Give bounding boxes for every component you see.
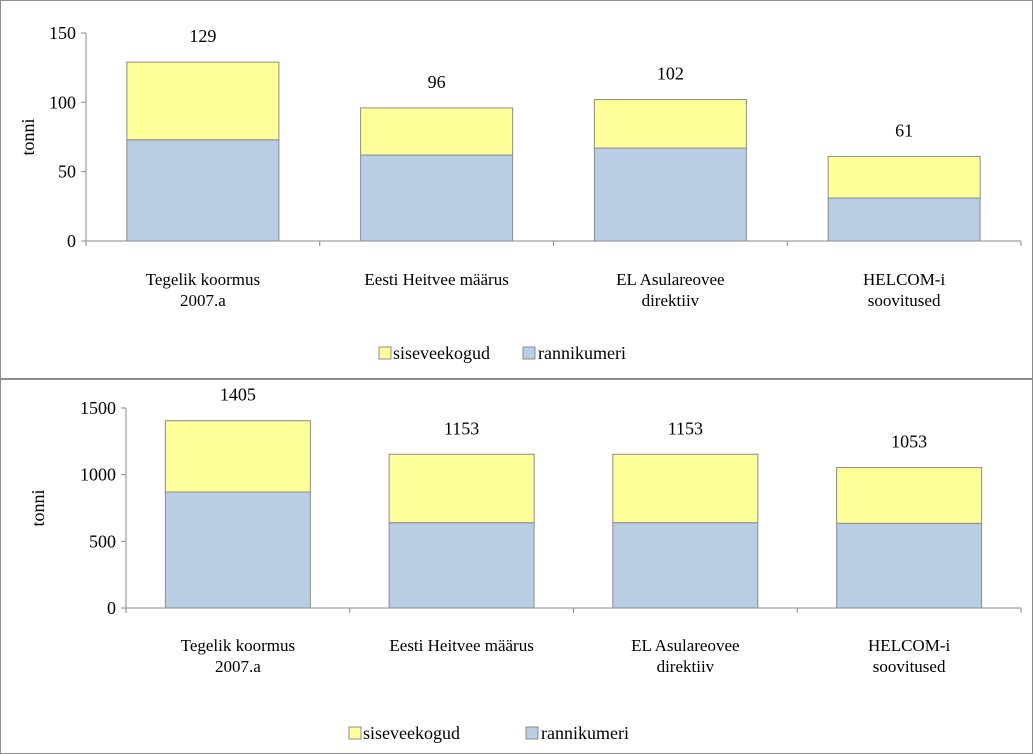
bar-segment — [827, 197, 981, 242]
legend-label: rannikumeri — [538, 343, 626, 363]
bar-segment — [126, 61, 280, 141]
bar-segment — [164, 420, 311, 493]
legend-label: siseveekogud — [393, 343, 490, 363]
legend-label: siseveekogud — [363, 723, 460, 743]
y-tick-label: 0 — [67, 231, 76, 251]
y-tick-label: 50 — [58, 162, 76, 182]
x-tick-label: HELCOM-i soovitused — [863, 270, 946, 310]
bar-segment — [612, 453, 759, 524]
bar-segment — [126, 139, 280, 242]
y-tick-label: 100 — [49, 92, 76, 112]
bar-segment — [836, 522, 983, 609]
x-tick-label: Tegelik koormus 2007.a — [145, 270, 261, 310]
legend-swatch — [378, 346, 392, 360]
x-tick-label: EL Asulareovee direktiiv — [616, 270, 725, 310]
x-tick-label: Tegelik koormus 2007.a — [180, 636, 296, 676]
total-label: 1153 — [444, 418, 479, 438]
bar-segment — [593, 99, 747, 149]
total-label: 1405 — [220, 385, 256, 405]
bar-segment — [360, 154, 514, 242]
bar-segment — [360, 107, 514, 156]
y-axis-label: tonni — [18, 118, 38, 155]
chart: 0 500 1000 1500 tonni 1405 1153 1153 1053 ranniku… — [28, 385, 1022, 743]
bar-segment — [388, 453, 535, 524]
y-axis-label: tonni — [28, 489, 48, 526]
bar-segment — [388, 522, 535, 609]
bar-segment — [593, 147, 747, 242]
legend-swatch — [522, 346, 536, 360]
chart: 0 50 100 150 tonni 129 96 102 61 rannikumeri sisev… — [18, 23, 1022, 363]
legend-label: rannikumeri — [541, 723, 629, 743]
total-label: 96 — [428, 72, 446, 92]
bar-segment — [836, 467, 983, 524]
total-label: 129 — [189, 26, 216, 46]
x-tick-label: Eesti Heitvee määrus — [364, 270, 509, 289]
x-tick-label: HELCOM-i soovitused — [868, 636, 951, 676]
y-tick-label: 150 — [49, 23, 76, 43]
total-label: 1153 — [668, 418, 703, 438]
legend-swatch — [348, 726, 362, 740]
y-tick-label: 0 — [107, 598, 116, 618]
bar-segment — [827, 155, 981, 199]
chart-panel: 0 50 100 150 tonni 129 96 102 61 rannikumeri sisev… — [0, 0, 1033, 379]
x-tick-label: EL Asulareovee direktiiv — [631, 636, 740, 676]
bar-segment — [164, 491, 311, 609]
total-label: 102 — [657, 64, 684, 84]
chart-panel: 0 500 1000 1500 tonni 1405 1153 1153 1053 ranniku… — [0, 379, 1033, 754]
y-tick-label: 1500 — [80, 398, 116, 418]
total-label: 61 — [895, 120, 913, 140]
y-tick-label: 1000 — [80, 465, 116, 485]
x-tick-label: Eesti Heitvee määrus — [389, 636, 534, 655]
bar-segment — [612, 522, 759, 609]
total-label: 1053 — [891, 432, 927, 452]
legend-swatch — [525, 726, 539, 740]
y-tick-label: 500 — [89, 531, 116, 551]
